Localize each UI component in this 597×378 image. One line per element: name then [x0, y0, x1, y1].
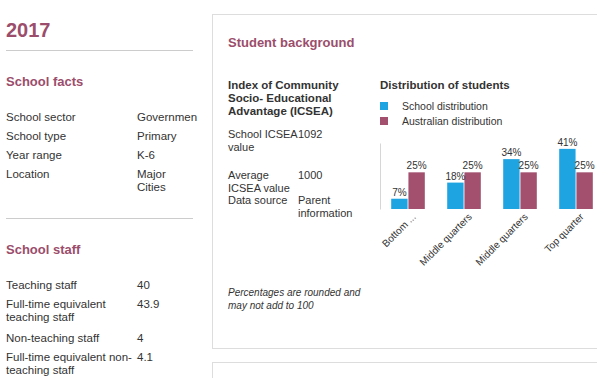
bar	[391, 199, 407, 209]
icsea-heading: Index of Community Socio- Educational Ad…	[228, 79, 363, 118]
x-axis: Bottom ...Middle quartersMiddle quarters…	[380, 211, 587, 268]
x-tick: Middle quarters	[417, 211, 474, 268]
year-heading: 2017	[6, 18, 51, 42]
staff-value: 4.1	[137, 351, 193, 364]
x-tick-label: Middle quarters	[473, 211, 530, 268]
legend-swatch	[380, 117, 388, 125]
section-heading: Student background	[228, 35, 354, 51]
y-axis	[380, 144, 381, 210]
icsea-value: 1092	[298, 128, 360, 141]
legend-label: Australian distribution	[402, 115, 503, 127]
rule	[6, 50, 193, 51]
legend: School distribution Australian distributi…	[380, 100, 503, 127]
x-tick: Bottom ...	[380, 211, 418, 249]
staff-label: Full-time equivalent teaching staff	[6, 298, 134, 324]
staff-value: 40	[137, 279, 193, 292]
icsea-label: Average ICSEA value	[228, 169, 298, 195]
canvas: Distribution of students School distribut…	[0, 0, 597, 378]
fact-label: School type	[6, 130, 134, 143]
staff-label: Teaching staff	[6, 279, 134, 292]
panel-box	[213, 363, 597, 378]
data-label: 7%	[392, 187, 407, 198]
icsea-label: School ICSEA value	[228, 128, 298, 154]
fact-value: Major Cities	[137, 168, 193, 194]
fact-value: K-6	[137, 149, 193, 162]
fact-label: Location	[6, 168, 134, 181]
data-label: 25%	[575, 160, 595, 171]
bar	[464, 172, 480, 209]
bar	[503, 159, 519, 209]
staff-label: Full-time equivalent non-teaching staff	[6, 351, 134, 377]
bar	[559, 149, 575, 209]
panel-box	[213, 15, 597, 349]
bar	[576, 172, 592, 209]
y-axis-line	[380, 144, 381, 210]
x-tick-label: Middle quarters	[417, 211, 474, 268]
fact-label: School sector	[6, 111, 134, 124]
icsea-label: Data source	[228, 194, 298, 207]
chart: Distribution of students School distribut…	[380, 79, 595, 268]
legend-swatch	[380, 102, 388, 110]
x-tick-label: Bottom ...	[380, 211, 418, 249]
icsea-value: 1000	[298, 169, 360, 182]
staff-label: Non-teaching staff	[6, 332, 134, 345]
x-tick: Middle quarters	[473, 211, 530, 268]
data-label: 18%	[445, 171, 465, 182]
bar	[520, 172, 536, 209]
bar	[447, 183, 463, 209]
fact-value: Governmen	[137, 111, 193, 124]
section-heading: School staff	[6, 242, 80, 258]
rule	[6, 218, 193, 219]
data-label: 25%	[519, 160, 539, 171]
legend-label: School distribution	[402, 100, 488, 112]
page: Distribution of students School distribut…	[0, 0, 597, 378]
note: Percentages are rounded and may not add …	[228, 286, 368, 312]
data-label: 25%	[463, 160, 483, 171]
data-labels: 7% 18% 34% 41% 25% 25% 25% 25%	[392, 137, 595, 198]
fact-label: Year range	[6, 149, 134, 162]
section-heading: School facts	[6, 74, 83, 90]
data-label: 34%	[501, 147, 521, 158]
x-tick: Top quarter	[542, 211, 586, 255]
data-label: 25%	[407, 160, 427, 171]
data-label: 41%	[557, 137, 577, 148]
x-tick-label: Top quarter	[542, 211, 586, 255]
chart-title: Distribution of students	[380, 79, 510, 91]
icsea-value: Parent information	[298, 194, 360, 220]
bars	[391, 149, 593, 209]
bar	[408, 172, 424, 209]
staff-value: 4	[137, 332, 193, 345]
staff-value: 43.9	[137, 298, 193, 311]
fact-value: Primary	[137, 130, 193, 143]
